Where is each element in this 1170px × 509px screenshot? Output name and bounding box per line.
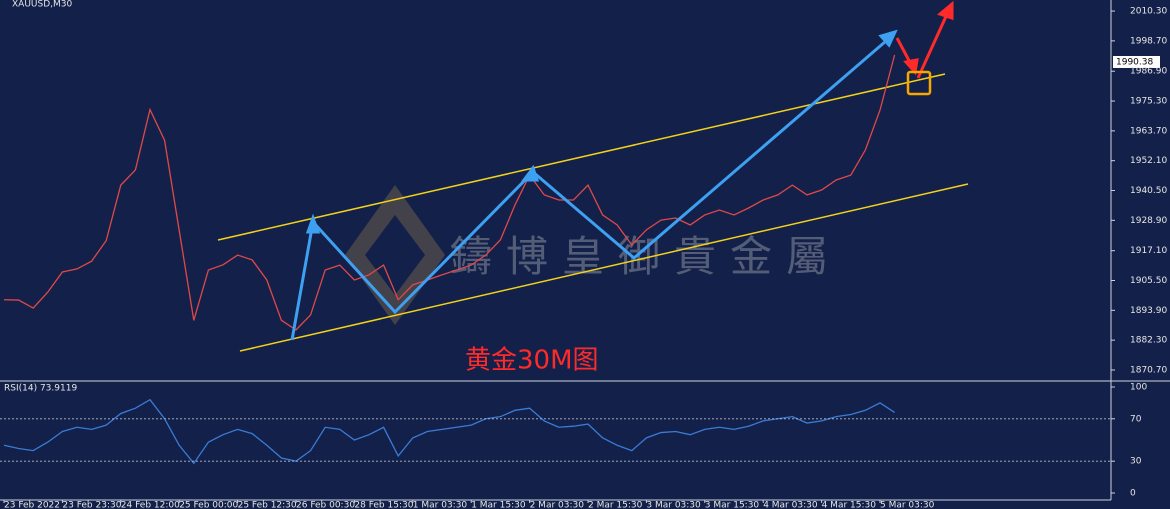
last-price-label: 1990.38 bbox=[1116, 58, 1153, 68]
x-tick-label: 25 Feb 12:30 bbox=[238, 501, 297, 509]
x-tick-label: 3 Mar 15:30 bbox=[705, 501, 760, 509]
x-tick-label: 5 Mar 03:30 bbox=[880, 501, 935, 509]
x-tick-label: 24 Feb 12:00 bbox=[121, 501, 180, 509]
y-tick-label: 100 bbox=[1130, 382, 1147, 392]
rsi-title: RSI(14) 73.9119 bbox=[4, 384, 77, 394]
y-tick-label: 1975.30 bbox=[1130, 97, 1167, 107]
watermark: 鑄博皇御貴金屬 bbox=[450, 232, 842, 281]
target-box bbox=[906, 70, 932, 96]
y-tick-label: 1963.70 bbox=[1130, 126, 1167, 136]
x-tick-label: 4 Mar 15:30 bbox=[822, 501, 877, 509]
channel-lower bbox=[239, 183, 969, 352]
y-tick-label: 1917.10 bbox=[1130, 246, 1167, 256]
y-tick-label: 1893.90 bbox=[1130, 306, 1167, 316]
y-tick-label: 1998.70 bbox=[1130, 36, 1167, 46]
x-tick-label: 23 Feb 2022 bbox=[4, 501, 60, 509]
x-tick-label: 25 Feb 00:00 bbox=[179, 501, 238, 509]
y-tick-label: 1928.90 bbox=[1130, 216, 1167, 226]
channel-upper bbox=[217, 73, 946, 241]
x-tick-label: 4 Mar 03:30 bbox=[763, 501, 818, 509]
last-price-box bbox=[1113, 56, 1160, 68]
y-tick-label: 1940.50 bbox=[1130, 186, 1167, 196]
y-tick-label: 70 bbox=[1130, 414, 1142, 424]
x-tick-label: 23 Feb 23:30 bbox=[62, 501, 121, 509]
forecast-arrow bbox=[895, 0, 954, 79]
data-line bbox=[3, 54, 896, 331]
wave-arrows bbox=[290, 29, 898, 341]
symbol-title: XAUUSD,M30 bbox=[12, 0, 72, 10]
x-tick-label: 2 Mar 15:30 bbox=[588, 501, 643, 509]
x-tick-label: 26 Feb 00:30 bbox=[296, 501, 355, 509]
x-tick-label: 3 Mar 03:30 bbox=[646, 501, 701, 509]
y-tick-label: 0 bbox=[1130, 489, 1136, 499]
y-tick-label: 1870.70 bbox=[1130, 365, 1167, 375]
price-layer bbox=[3, 54, 896, 465]
x-tick-label: 1 Mar 15:30 bbox=[471, 501, 526, 509]
x-tick-label: 1 Mar 03:30 bbox=[413, 501, 468, 509]
y-tick-label: 30 bbox=[1130, 457, 1142, 467]
y-tick-label: 1882.30 bbox=[1130, 336, 1167, 346]
x-tick-label: 28 Feb 15:30 bbox=[354, 501, 413, 509]
y-tick-label: 1952.10 bbox=[1130, 156, 1167, 166]
watermark-logo bbox=[345, 185, 445, 325]
y-tick-label: 1905.50 bbox=[1130, 276, 1167, 286]
annotation: 黄金30M图 bbox=[465, 346, 599, 376]
y-tick-label: 1986.90 bbox=[1130, 67, 1167, 77]
x-tick-label: 2 Mar 03:30 bbox=[530, 501, 585, 509]
data-line bbox=[3, 398, 895, 465]
y-tick-label: 2010.30 bbox=[1130, 7, 1167, 17]
